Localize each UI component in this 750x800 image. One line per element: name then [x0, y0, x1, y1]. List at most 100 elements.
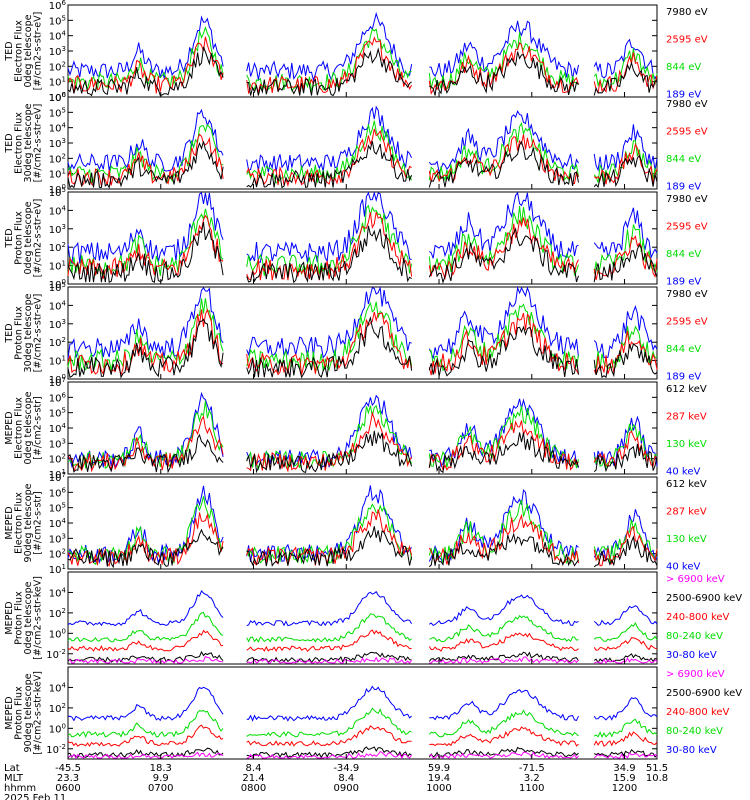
- x-tick-hhmm: 0800: [241, 783, 266, 794]
- y-tick-label: 101: [49, 260, 66, 273]
- y-tick-label: 106: [49, 91, 67, 104]
- x-tick-hhmm: 1000: [426, 783, 451, 794]
- legend-entry: 7980 eV: [666, 7, 708, 18]
- x-tick-hhmm: 0900: [334, 783, 359, 794]
- y-tick-label: 103: [49, 532, 66, 545]
- series-trace-red: [67, 411, 658, 473]
- y-tick-label: 102: [49, 60, 66, 73]
- y-tick-label: 10-2: [46, 743, 66, 756]
- legend-entry: > 6900 keV: [666, 574, 725, 585]
- y-tick-label: 102: [49, 702, 66, 715]
- x-axis: LatMLThhmm-45.523.3060018.39.907008.421.…: [4, 92, 668, 800]
- y-tick-label: 102: [49, 152, 66, 165]
- legend-entry: 2595 eV: [666, 127, 708, 138]
- y-axis-label-line: 0deg telescope: [23, 391, 34, 464]
- x-end-mlt: 10.8: [646, 773, 668, 784]
- y-tick-label: 104: [49, 681, 67, 694]
- y-tick-label: 100: [49, 627, 66, 640]
- y-tick-label: 10-2: [46, 648, 66, 661]
- x-end-lat: 51.5: [646, 763, 668, 774]
- y-tick-label: 102: [49, 548, 66, 561]
- series-trace-blue: [67, 11, 658, 82]
- series-trace-green: [67, 611, 658, 643]
- y-tick-label: 103: [49, 137, 66, 150]
- series-trace-black: [67, 316, 658, 379]
- legend-entry: 30-80 keV: [666, 650, 717, 661]
- legend-entry: 844 eV: [666, 154, 701, 165]
- y-axis-label-line: 90deg telescope: [23, 673, 34, 752]
- y-tick-label: 100: [49, 278, 66, 291]
- y-axis-label-line: 0deg telescope: [23, 201, 34, 274]
- series-trace-blue: [67, 105, 658, 174]
- y-tick-label: 103: [49, 318, 66, 331]
- series-trace-blue: [67, 391, 658, 469]
- series-trace-green: [67, 707, 658, 739]
- legend-entry: 7980 eV: [666, 194, 708, 205]
- x-row-label: MLT: [4, 773, 24, 784]
- y-tick-label: 104: [49, 299, 67, 312]
- y-axis-label-line: TED: [4, 133, 15, 153]
- y-axis-label-line: Proton Flux: [14, 591, 25, 645]
- y-tick-label: 105: [49, 14, 66, 27]
- series-trace-magenta: [67, 655, 658, 664]
- y-tick-label: 103: [49, 223, 66, 236]
- x-tick-hhmm: 0700: [148, 783, 173, 794]
- series-trace-black: [67, 140, 658, 189]
- x-tick-lat: 18.3: [150, 763, 172, 774]
- y-tick-label: 105: [49, 281, 66, 294]
- x-tick-lat: -45.5: [55, 763, 81, 774]
- y-tick-label: 106: [49, 0, 67, 12]
- y-axis-label-line: Electron Flux: [14, 20, 25, 82]
- legend-entry: 7980 eV: [666, 99, 708, 110]
- y-axis-label-line: [#/cm2-s-str-eV]: [33, 104, 44, 183]
- legend-entry: 287 keV: [666, 507, 707, 518]
- y-axis-label-line: Proton Flux: [14, 306, 25, 360]
- series-trace-blue: [67, 485, 658, 565]
- series-trace-red: [67, 128, 658, 188]
- series-trace-black: [67, 526, 658, 569]
- y-axis-label-line: [#/cm2-s-str-eV]: [33, 294, 44, 373]
- y-tick-label: 101: [49, 468, 66, 481]
- x-tick-mlt: 8.4: [338, 773, 354, 784]
- series-trace-red: [67, 724, 658, 748]
- series-trace-red: [67, 36, 658, 95]
- panel-frame: [67, 571, 658, 665]
- series-trace-blue: [67, 285, 658, 359]
- y-axis-label-line: 30deg telescope: [23, 293, 34, 372]
- series-trace-green: [67, 400, 658, 471]
- y-axis-label-line: MEPED: [4, 506, 15, 539]
- y-tick-label: 107: [49, 471, 66, 484]
- legend-entry: 80-240 keV: [666, 631, 723, 642]
- y-tick-label: 104: [49, 422, 67, 435]
- series-trace-green: [67, 26, 658, 93]
- series-trace-green: [67, 204, 658, 277]
- x-tick-mlt: 19.4: [428, 773, 450, 784]
- y-axis-label-line: Proton Flux: [14, 686, 25, 740]
- legend-entry: 844 eV: [666, 62, 701, 73]
- x-tick-lat: -71.5: [519, 763, 545, 774]
- y-axis-label-line: [#/cm2-s-str]: [33, 491, 44, 554]
- legend-entry: 2595 eV: [666, 35, 708, 46]
- y-axis-label-line: Electron Flux: [14, 112, 25, 174]
- legend-entry: 7980 eV: [666, 289, 708, 300]
- x-tick-lat: 34.9: [613, 763, 635, 774]
- x-tick-mlt: 9.9: [153, 773, 169, 784]
- x-tick-mlt: 23.3: [57, 773, 79, 784]
- series-trace-blue: [67, 191, 658, 265]
- y-tick-label: 102: [49, 241, 66, 254]
- y-axis-label-line: 0deg telescope: [23, 581, 34, 654]
- legend-entry: 130 keV: [666, 534, 707, 545]
- legend-entry: 612 keV: [666, 384, 707, 395]
- series-trace-red: [67, 308, 658, 377]
- y-tick-label: 106: [49, 391, 67, 404]
- panel-frame: [67, 4, 658, 98]
- y-tick-label: 107: [49, 376, 66, 389]
- legend-entry: 189 eV: [666, 372, 701, 383]
- y-axis-label-line: [#/cm2-s-str-keV]: [33, 671, 44, 755]
- x-tick-lat: 59.9: [428, 763, 450, 774]
- legend-entry: 2500-6900 keV: [666, 688, 742, 699]
- y-tick-label: 105: [49, 502, 66, 515]
